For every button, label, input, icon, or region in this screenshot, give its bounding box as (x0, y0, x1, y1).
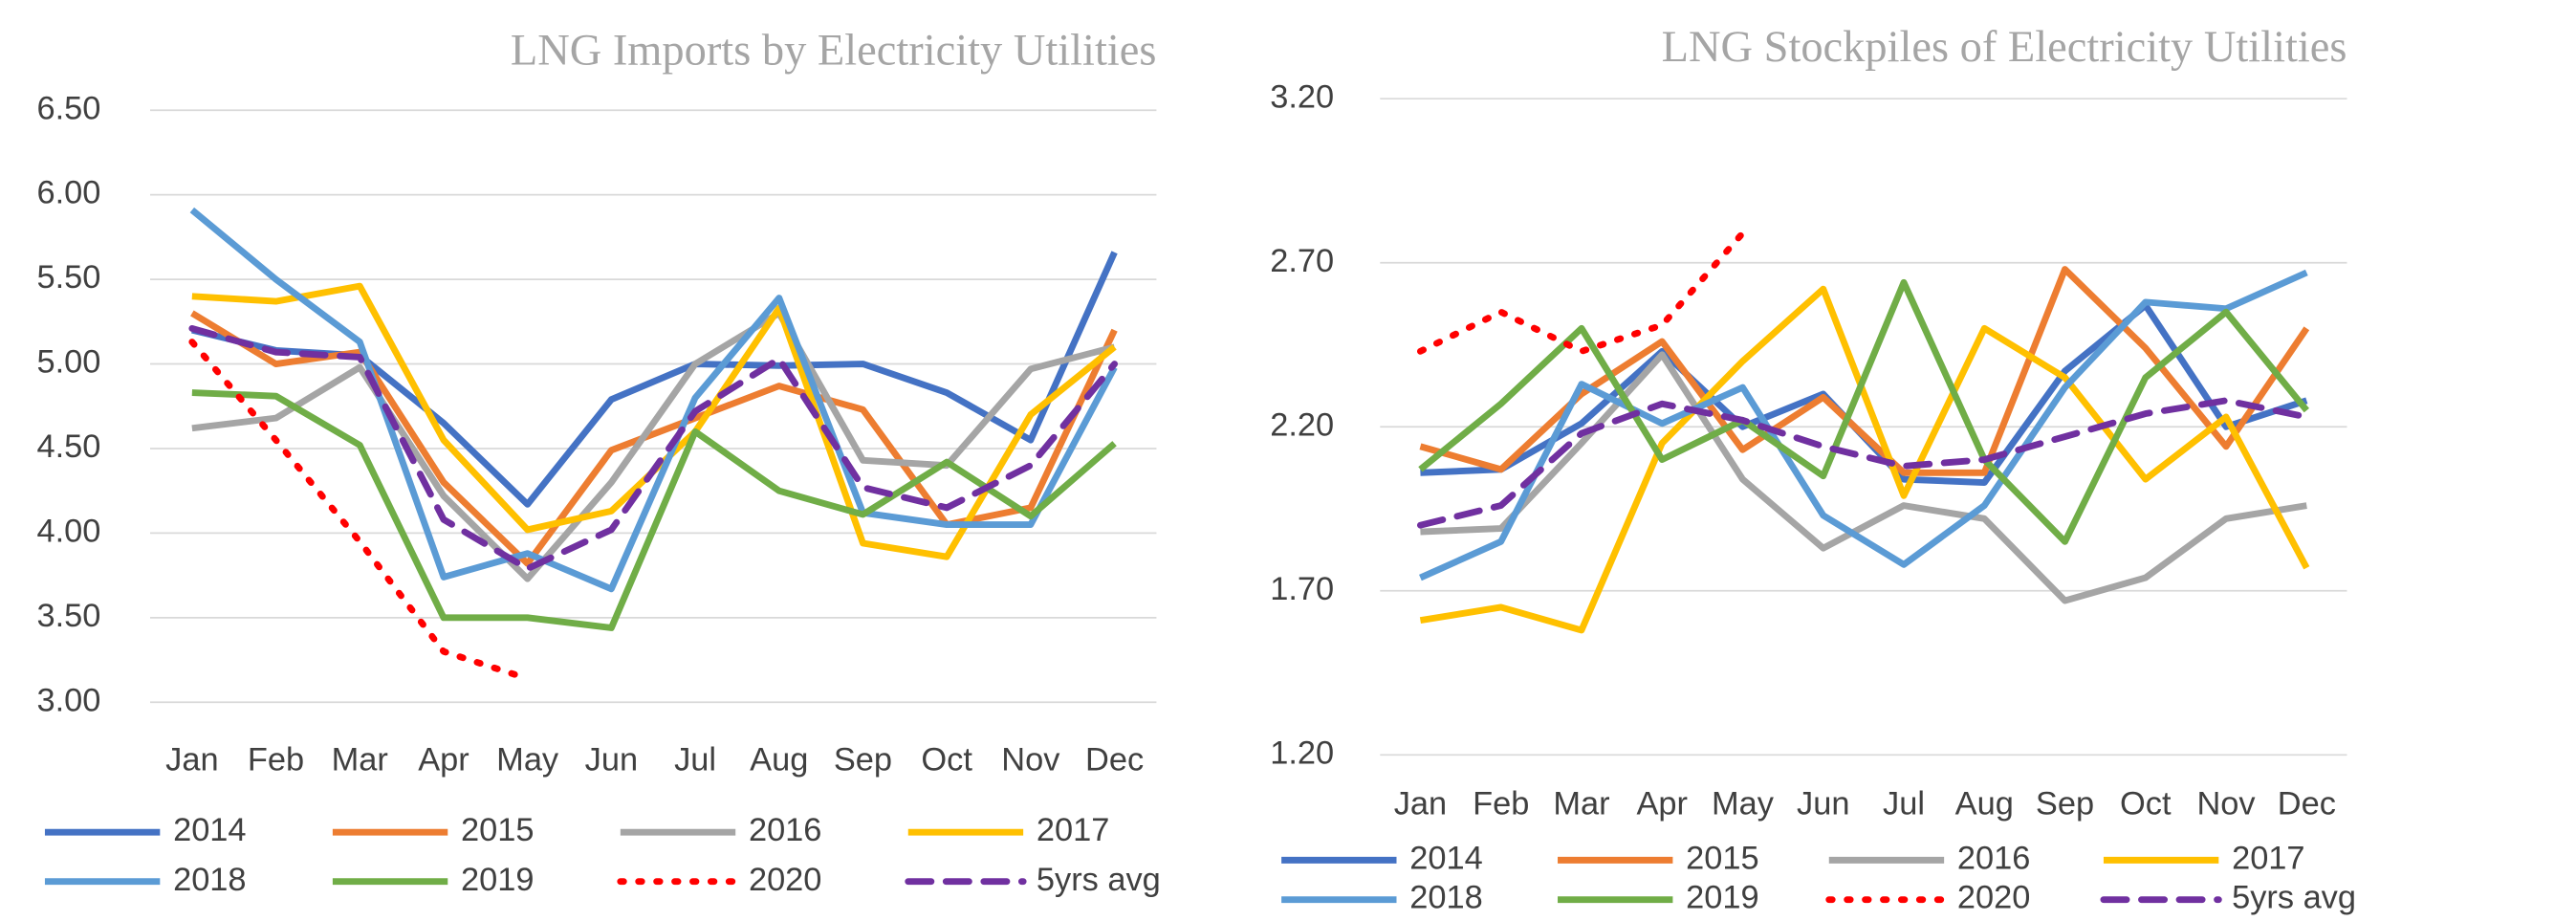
legend-label: 2019 (1686, 880, 1758, 916)
y-tick-label: 4.00 (37, 513, 101, 549)
y-tick-label: 2.20 (1270, 406, 1334, 443)
legend-label: 2014 (1409, 840, 1482, 876)
x-tick-label: Aug (1955, 786, 2014, 822)
legend-label: 2014 (173, 812, 246, 848)
y-tick-label: 6.00 (37, 175, 101, 211)
x-tick-label: Feb (248, 741, 304, 778)
y-tick-label: 3.50 (37, 598, 101, 634)
chart-title: LNG Imports by Electricity Utilities (511, 26, 1157, 75)
series-line (191, 389, 1117, 631)
x-tick-label: Feb (1473, 786, 1529, 822)
legend-label: 5yrs avg (2232, 880, 2356, 916)
x-tick-label: Oct (2120, 786, 2172, 822)
series-line (191, 310, 1116, 582)
x-tick-label: Jan (1394, 786, 1447, 822)
x-tick-label: Nov (2196, 786, 2256, 822)
series-line (189, 207, 1118, 593)
x-tick-label: Dec (1085, 741, 1144, 778)
legend-label: 2020 (1957, 880, 2030, 916)
legend-label: 2016 (749, 812, 821, 848)
y-tick-label: 1.70 (1270, 571, 1334, 607)
x-tick-label: Jul (1883, 786, 1925, 822)
x-tick-label: Apr (418, 741, 469, 778)
legend-label: 2020 (749, 862, 821, 898)
x-tick-label: Jun (1797, 786, 1849, 822)
y-tick-label: 5.50 (37, 259, 101, 296)
legend-label: 2017 (2232, 840, 2304, 876)
chart-title: LNG Stockpiles of Electricity Utilities (1662, 23, 2347, 72)
legend-label: 2018 (1409, 880, 1482, 916)
legend-label: 2018 (173, 862, 246, 898)
series-line (1420, 351, 2307, 604)
series-line (188, 324, 1119, 572)
x-tick-label: Sep (2036, 786, 2094, 822)
x-tick-label: Sep (834, 741, 892, 778)
y-tick-label: 5.00 (37, 344, 101, 381)
x-tick-label: Jun (585, 741, 638, 778)
x-tick-label: Nov (1001, 741, 1060, 778)
x-tick-label: Jan (165, 741, 218, 778)
x-tick-label: May (1712, 786, 1775, 822)
series-line (1418, 278, 2309, 545)
x-tick-label: Apr (1636, 786, 1688, 822)
y-tick-label: 2.70 (1270, 243, 1334, 279)
x-tick-label: May (496, 741, 559, 778)
x-tick-label: Dec (2278, 786, 2336, 822)
series-line (1419, 269, 2308, 581)
x-tick-label: Mar (1553, 786, 1609, 822)
y-tick-label: 3.20 (1270, 78, 1334, 115)
legend-label: 2015 (1686, 840, 1758, 876)
series-line (1416, 230, 1746, 355)
y-tick-label: 6.50 (37, 90, 101, 126)
legend-label: 2017 (1037, 812, 1109, 848)
x-tick-label: Oct (921, 741, 972, 778)
legend-label: 2016 (1957, 840, 2030, 876)
series-line (1416, 397, 2310, 529)
y-tick-label: 1.20 (1270, 735, 1334, 771)
legend-label: 5yrs avg (1037, 862, 1161, 898)
legend-label: 2019 (461, 862, 534, 898)
x-tick-label: Jul (674, 741, 716, 778)
x-tick-label: Mar (332, 741, 388, 778)
y-tick-label: 4.50 (37, 428, 101, 465)
series-line (1419, 285, 2310, 634)
x-tick-label: Aug (750, 741, 808, 778)
legend-label: 2015 (461, 812, 534, 848)
y-tick-label: 3.00 (37, 682, 101, 718)
